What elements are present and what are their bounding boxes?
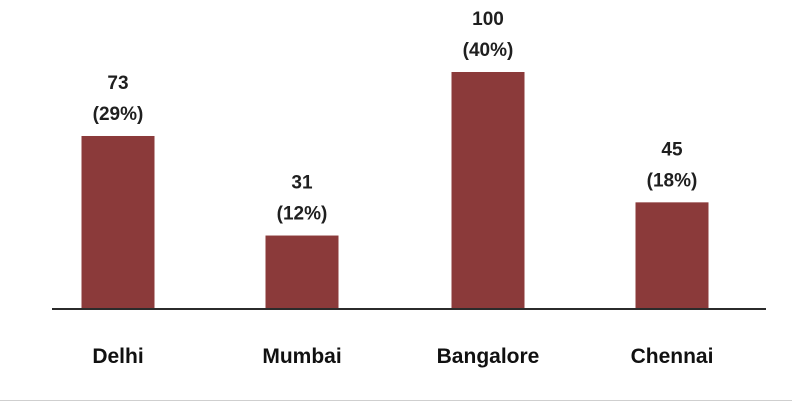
bars-layer (81, 72, 709, 309)
x-tick-labels-layer: Delhi Mumbai Bangalore Chennai (92, 345, 713, 368)
data-labels-layer: 73 (29%) 31 (12%) 100 (40%) 45 (18%) (93, 9, 698, 225)
data-label-value-bangalore: 100 (472, 9, 504, 30)
data-label-percent-delhi: (29%) (93, 104, 144, 125)
bar-mumbai (265, 235, 339, 309)
bar-delhi (81, 135, 155, 309)
x-tick-label-delhi: Delhi (92, 345, 143, 368)
data-label-value-mumbai: 31 (291, 173, 313, 194)
data-label-value-chennai: 45 (661, 139, 683, 160)
x-tick-label-mumbai: Mumbai (262, 345, 341, 368)
data-label-percent-bangalore: (40%) (463, 40, 514, 61)
bar-bangalore (451, 72, 525, 309)
x-tick-label-bangalore: Bangalore (437, 345, 540, 368)
x-tick-label-chennai: Chennai (631, 345, 714, 368)
bar-chennai (635, 202, 709, 309)
data-label-value-delhi: 73 (107, 73, 128, 94)
data-label-percent-mumbai: (12%) (277, 204, 328, 225)
data-label-percent-chennai: (18%) (647, 170, 698, 191)
